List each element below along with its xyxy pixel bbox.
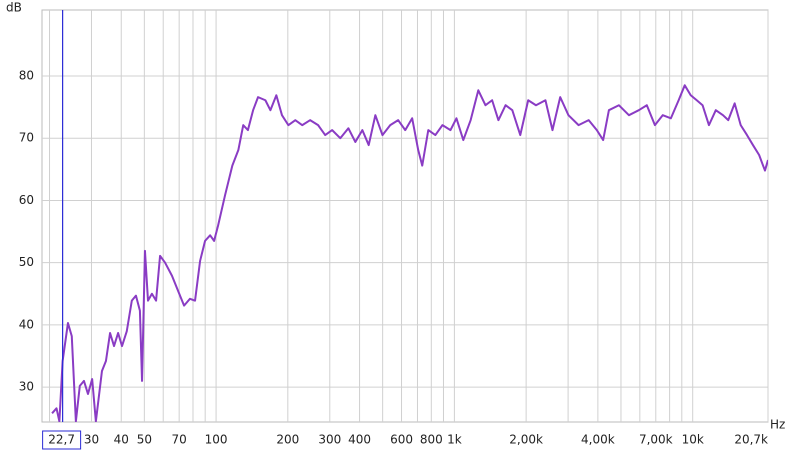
x-tick-label: 4,00k — [581, 433, 615, 447]
x-tick-label: 800 — [420, 433, 443, 447]
x-tick-label: 70 — [172, 433, 187, 447]
y-tick-label: 60 — [19, 193, 34, 207]
x-tick-label: 600 — [390, 433, 413, 447]
x-tick-label: 200 — [276, 433, 299, 447]
x-tick-label: 2,00k — [509, 433, 543, 447]
x-tick-label: 10k — [682, 433, 704, 447]
x-tick-label: 400 — [348, 433, 371, 447]
y-tick-label: 40 — [19, 317, 34, 331]
x-tick-label: 300 — [318, 433, 341, 447]
x-tick-label: 40 — [114, 433, 129, 447]
y-axis-label: dB — [6, 1, 22, 15]
y-tick-label: 80 — [19, 68, 34, 82]
x-tick-label: 20,7k — [734, 433, 768, 447]
x-tick-label: 30 — [84, 433, 99, 447]
x-axis-label: Hz — [770, 418, 785, 432]
cursor-label: 22,7 — [48, 433, 75, 447]
x-tick-label: 7,00k — [639, 433, 673, 447]
response-curve — [51, 84, 768, 422]
x-tick-label: 50 — [137, 433, 152, 447]
x-tick-label: 1k — [447, 433, 462, 447]
y-tick-label: 30 — [19, 380, 34, 394]
y-tick-label: 50 — [19, 255, 34, 269]
plot-area — [41, 9, 769, 423]
cursor-box — [42, 430, 82, 450]
x-tick-label: 100 — [205, 433, 228, 447]
y-tick-label: 70 — [19, 131, 34, 145]
